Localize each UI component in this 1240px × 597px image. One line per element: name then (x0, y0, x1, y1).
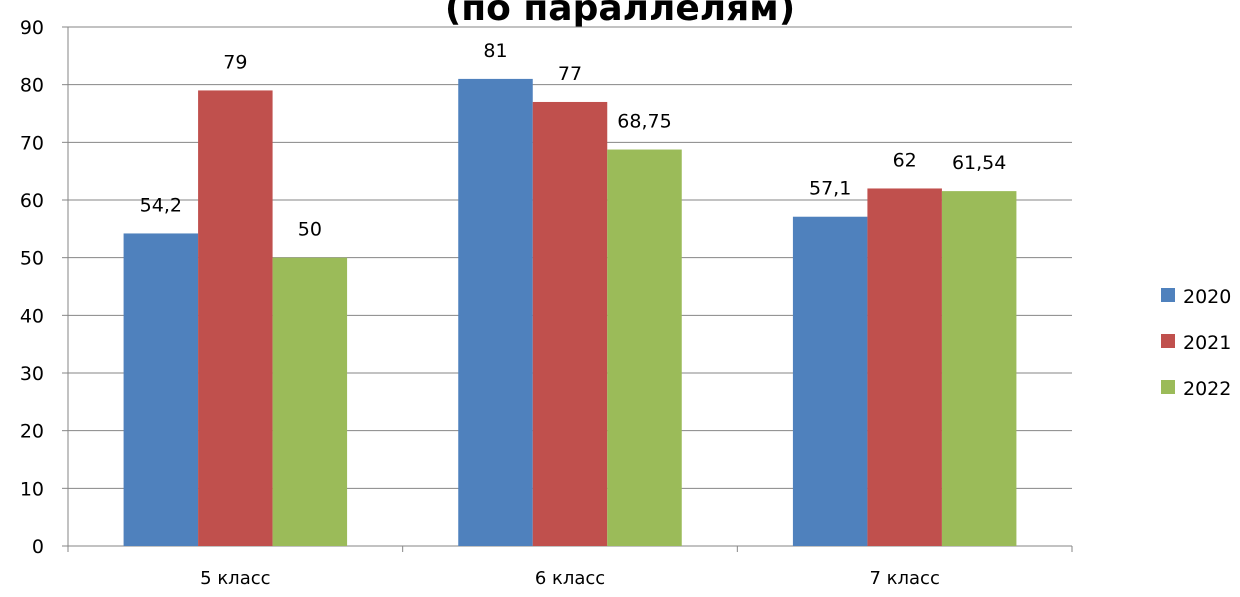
x-category-label: 5 класс (200, 568, 270, 589)
bar-2021-3 (867, 188, 942, 546)
bar-2021-1 (198, 90, 273, 546)
bar-2020-3 (792, 216, 868, 546)
y-tick-label: 0 (32, 536, 44, 558)
data-label: 81 (483, 40, 507, 62)
data-label: 57,1 (809, 178, 851, 200)
data-label: 79 (223, 51, 247, 73)
chart-title: (по параллелям) (445, 0, 795, 29)
bar-2020-1 (123, 233, 199, 547)
y-tick-label: 80 (20, 75, 44, 97)
bar-2022-3 (941, 191, 1017, 547)
data-label: 50 (298, 219, 322, 241)
y-tick-label: 50 (20, 248, 44, 270)
y-tick-label: 20 (20, 421, 44, 443)
x-category-label: 6 класс (535, 568, 605, 589)
bar-2022-1 (272, 257, 348, 546)
y-tick-label: 90 (20, 17, 44, 39)
data-label: 61,54 (952, 152, 1006, 174)
bar-2022-2 (607, 149, 682, 546)
bar-2021-2 (532, 101, 608, 546)
legend-label: 2020 (1183, 286, 1231, 308)
legend-swatch-2020 (1161, 288, 1175, 302)
legend-swatch-2022 (1161, 380, 1175, 394)
y-tick-label: 40 (20, 305, 44, 327)
y-tick-label: 70 (20, 132, 44, 154)
bar-2020-2 (458, 78, 533, 547)
legend-label: 2021 (1183, 332, 1231, 354)
legend-label: 2022 (1183, 378, 1231, 400)
data-label: 77 (558, 63, 582, 85)
legend-swatch-2021 (1161, 334, 1175, 348)
y-tick-label: 60 (20, 190, 44, 212)
data-label: 62 (893, 149, 917, 171)
data-label: 54,2 (140, 194, 182, 216)
y-tick-label: 30 (20, 363, 44, 385)
data-label: 68,75 (617, 111, 671, 133)
y-tick-label: 10 (20, 478, 44, 500)
x-category-label: 7 класс (869, 568, 939, 589)
